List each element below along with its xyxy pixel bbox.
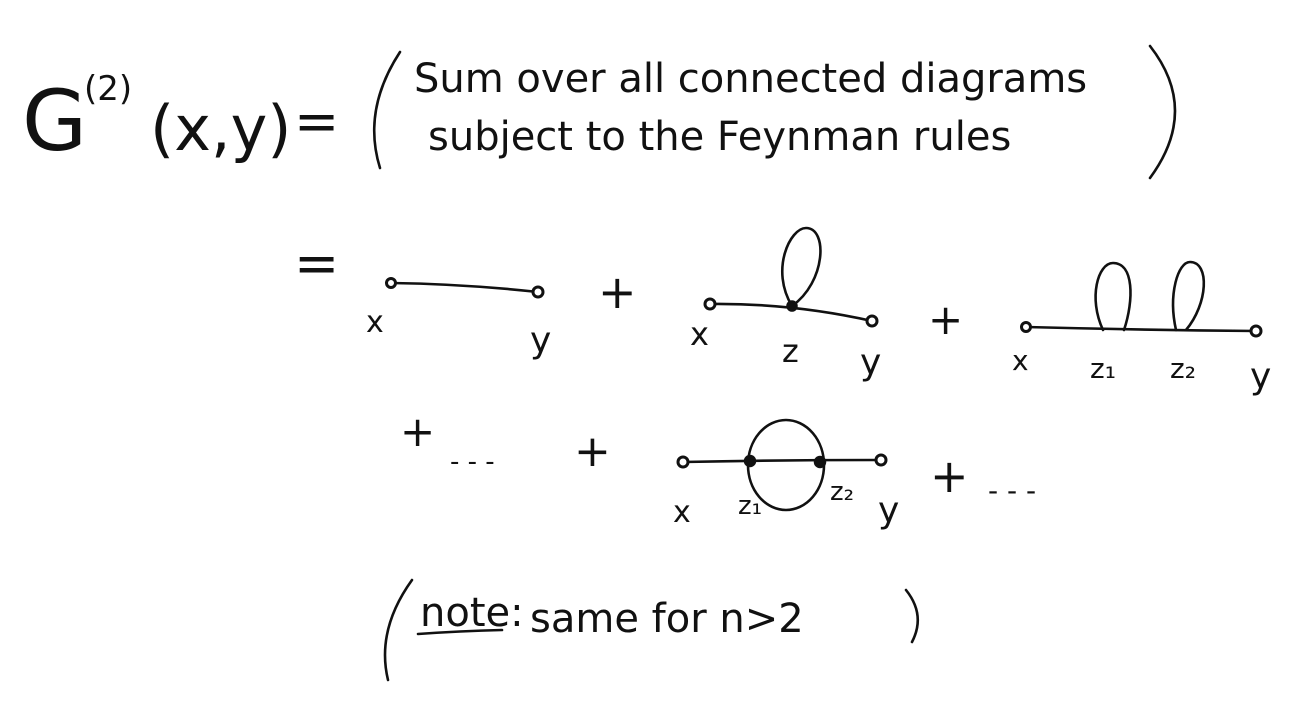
vertex-x <box>703 297 717 311</box>
plus-sign-1: + <box>598 265 637 319</box>
plus-sign-4: + <box>574 426 611 477</box>
tadpole-loop-2 <box>1171 260 1206 332</box>
equals-sign-second: = <box>294 232 339 295</box>
diagram-one-loop: x z y <box>690 226 881 383</box>
label-y: y <box>860 342 881 383</box>
label-x: x <box>673 495 691 530</box>
label-x: x <box>1012 344 1029 377</box>
plus-sign-2: + <box>928 295 963 344</box>
ellipsis-2: - - - <box>988 474 1036 507</box>
big-right-paren <box>1148 44 1177 180</box>
label-z1: z₁ <box>1090 352 1116 385</box>
note-underline <box>416 628 504 636</box>
label-y: y <box>878 490 899 531</box>
vertex-z2 <box>813 455 827 469</box>
vertex-x <box>1020 321 1032 333</box>
plus-sign-5: + <box>930 449 969 503</box>
tadpole-loop-1 <box>1094 261 1132 332</box>
plus-sign-3: + <box>400 407 435 456</box>
label-z2: z₂ <box>1170 352 1196 385</box>
note-right-paren <box>904 588 920 644</box>
propagator-line <box>681 458 883 464</box>
vertex-x <box>676 455 690 469</box>
diagram-free-propagator: x y <box>366 277 551 361</box>
label-y: y <box>530 320 551 361</box>
vertex-z1 <box>743 454 757 468</box>
note-word: note: <box>420 590 524 636</box>
vertex-y <box>531 285 545 299</box>
label-z: z <box>782 332 799 370</box>
label-x: x <box>690 315 709 353</box>
propagator-line <box>1024 325 1258 333</box>
tadpole-loop <box>781 226 822 308</box>
vertex-y <box>1249 324 1263 338</box>
label-y: y <box>1250 356 1271 397</box>
label-z2: z₂ <box>830 477 854 507</box>
diagram-two-loops: x z₁ z₂ y <box>1012 260 1271 397</box>
label-x: x <box>366 305 384 340</box>
vertex-y <box>874 453 888 467</box>
lhs-expression: G (2) (x,y) <box>22 69 291 170</box>
ellipsis-1: - - - <box>450 447 495 477</box>
lhs-order: (2) <box>84 69 132 109</box>
description-line-2: subject to the Feynman rules <box>428 114 1011 160</box>
vertex-x <box>385 277 397 289</box>
label-z1: z₁ <box>738 491 762 521</box>
note: note: same for n>2 <box>383 578 920 682</box>
big-left-paren <box>372 50 402 170</box>
equals-sign-top: = <box>294 90 339 153</box>
vertex-z <box>786 300 798 312</box>
description-line-1: Sum over all connected diagrams <box>414 56 1087 102</box>
lhs-function: G <box>22 72 87 170</box>
vertex-y <box>865 314 879 328</box>
note-text: same for n>2 <box>530 596 804 642</box>
diagram-sunset: x z₁ z₂ y <box>673 418 899 531</box>
lhs-arguments: (x,y) <box>150 92 291 165</box>
note-left-paren <box>383 578 414 682</box>
propagator-line <box>389 281 540 294</box>
